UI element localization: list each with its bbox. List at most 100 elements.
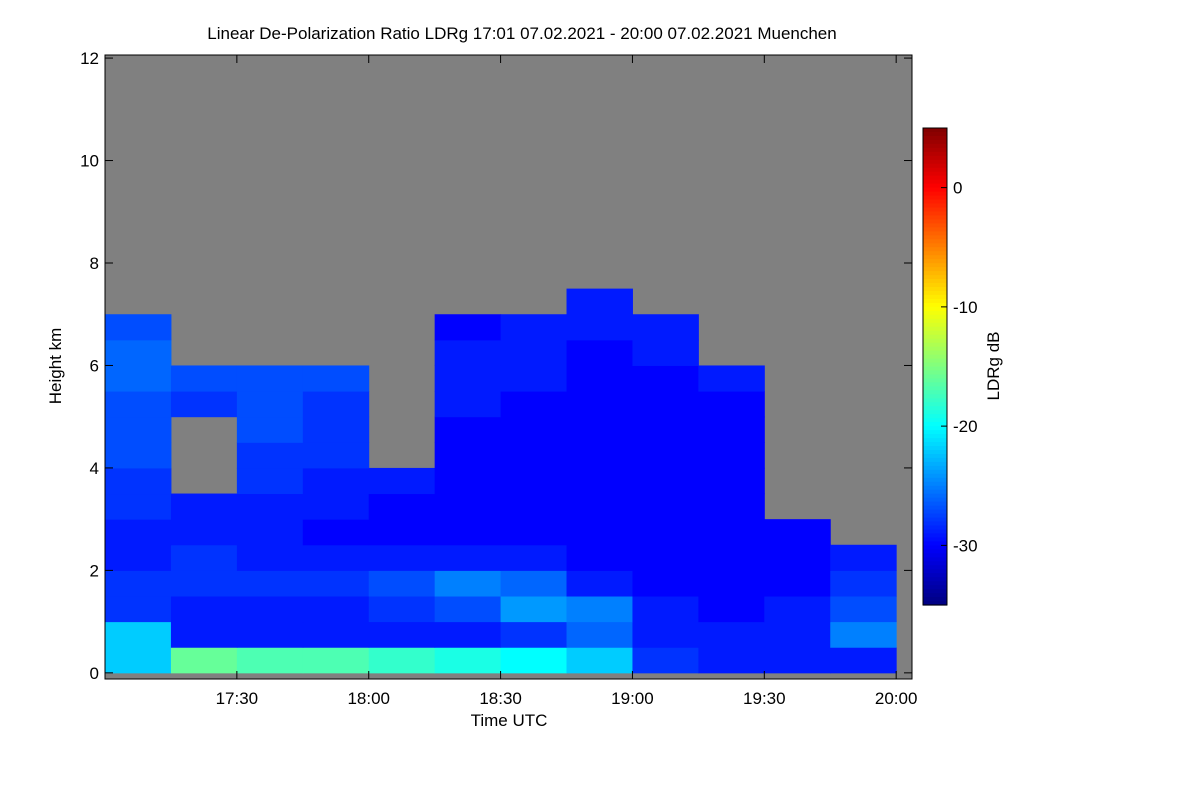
colorbar-segment — [923, 239, 947, 244]
heatmap-cell — [698, 442, 765, 469]
heatmap-cell — [236, 391, 304, 418]
colorbar-segment — [923, 171, 947, 177]
heatmap-cell — [632, 467, 699, 495]
colorbar-segment — [923, 183, 947, 189]
colorbar-segment — [923, 541, 947, 546]
colorbar-tick-label: -10 — [953, 298, 978, 317]
colorbar-segment — [923, 203, 947, 209]
heatmap-cell — [632, 647, 699, 674]
colorbar-segment — [923, 601, 947, 606]
heatmap-cell — [105, 647, 172, 674]
heatmap-cell — [236, 416, 304, 443]
colorbar-segment — [923, 402, 947, 407]
y-tick-label: 2 — [90, 561, 99, 580]
heatmap-cell — [764, 519, 831, 546]
colorbar-segment — [923, 279, 947, 284]
heatmap-cell — [566, 339, 633, 366]
heatmap-cell — [105, 365, 172, 392]
colorbar-segment — [923, 199, 947, 205]
heatmap-cell — [698, 647, 765, 674]
colorbar-segment — [923, 366, 947, 372]
colorbar-segment — [923, 501, 947, 507]
colorbar-segment — [923, 557, 947, 562]
heatmap-cell — [368, 493, 436, 520]
colorbar-segment — [923, 525, 947, 531]
colorbar-segment — [923, 267, 947, 272]
colorbar-segment — [923, 211, 947, 217]
colorbar-segment — [923, 263, 947, 268]
heatmap-cell — [302, 647, 370, 674]
heatmap-cell — [105, 621, 172, 648]
colorbar-tick-label: -30 — [953, 536, 978, 555]
x-tick-label: 18:00 — [347, 689, 390, 708]
colorbar-segment — [923, 271, 947, 276]
colorbar-segment — [923, 414, 947, 419]
x-tick-label: 19:30 — [743, 689, 786, 708]
heatmap-cell — [566, 647, 633, 674]
colorbar-segment — [923, 275, 947, 280]
heatmap-cell — [698, 467, 765, 495]
colorbar-segment — [923, 310, 947, 316]
heatmap-cell — [500, 314, 568, 341]
heatmap-cell — [434, 647, 502, 674]
colorbar-segment — [923, 465, 947, 471]
colorbar-segment — [923, 589, 947, 594]
heatmap-cell — [500, 570, 568, 597]
heatmap-cell — [434, 570, 502, 597]
colorbar-segment — [923, 430, 947, 435]
chart-title: Linear De-Polarization Ratio LDRg 17:01 … — [207, 24, 836, 43]
heatmap-cell — [764, 647, 831, 674]
colorbar-segment — [923, 374, 947, 380]
heatmap-cell — [698, 570, 765, 597]
colorbar-segment — [923, 215, 947, 221]
colorbar-segment — [923, 175, 947, 181]
heatmap-cell — [566, 493, 633, 520]
heatmap-cell — [632, 339, 699, 366]
colorbar-segment — [923, 386, 947, 391]
heatmap-cell — [566, 365, 633, 392]
heatmap-cell — [434, 621, 502, 648]
colorbar-segment — [923, 446, 947, 451]
colorbar-segment — [923, 370, 947, 376]
heatmap-cell — [698, 544, 765, 571]
colorbar-segment — [923, 398, 947, 403]
colorbar-segment — [923, 163, 947, 169]
x-axis-label: Time UTC — [471, 711, 548, 730]
heatmap-cell — [566, 544, 633, 571]
heatmap-cell — [302, 442, 370, 469]
heatmap-cell — [830, 570, 897, 597]
colorbar-segment — [923, 143, 947, 149]
heatmap-cell — [368, 647, 436, 674]
colorbar-segment — [923, 290, 947, 296]
heatmap-cell — [434, 365, 502, 392]
heatmap-cell — [632, 596, 699, 623]
colorbar-segment — [923, 227, 947, 232]
y-axis-label: Height km — [46, 328, 65, 405]
heatmap-cell — [170, 519, 238, 546]
colorbar-segment — [923, 219, 947, 224]
heatmap-cell — [170, 647, 238, 674]
x-tick-label: 17:30 — [216, 689, 259, 708]
heatmap-cell — [105, 570, 172, 597]
heatmap-cell — [236, 544, 304, 571]
heatmap-cell — [368, 544, 436, 571]
heatmap-cell — [368, 621, 436, 648]
heatmap-cell — [632, 519, 699, 546]
colorbar-segment — [923, 322, 947, 328]
heatmap-cell — [434, 596, 502, 623]
heatmap-cell — [434, 442, 502, 469]
colorbar-segment — [923, 334, 947, 340]
colorbar-segment — [923, 545, 947, 550]
heatmap-cell — [698, 519, 765, 546]
heatmap-cell — [500, 416, 568, 443]
heatmap-cell — [566, 570, 633, 597]
heatmap-cell — [566, 416, 633, 443]
colorbar-segment — [923, 318, 947, 324]
heatmap-cell — [632, 442, 699, 469]
colorbar-segment — [923, 306, 947, 312]
colorbar-segment — [923, 135, 947, 141]
colorbar-segment — [923, 553, 947, 558]
colorbar-segment — [923, 549, 947, 554]
colorbar-segment — [923, 410, 947, 415]
heatmap-cell — [764, 621, 831, 648]
